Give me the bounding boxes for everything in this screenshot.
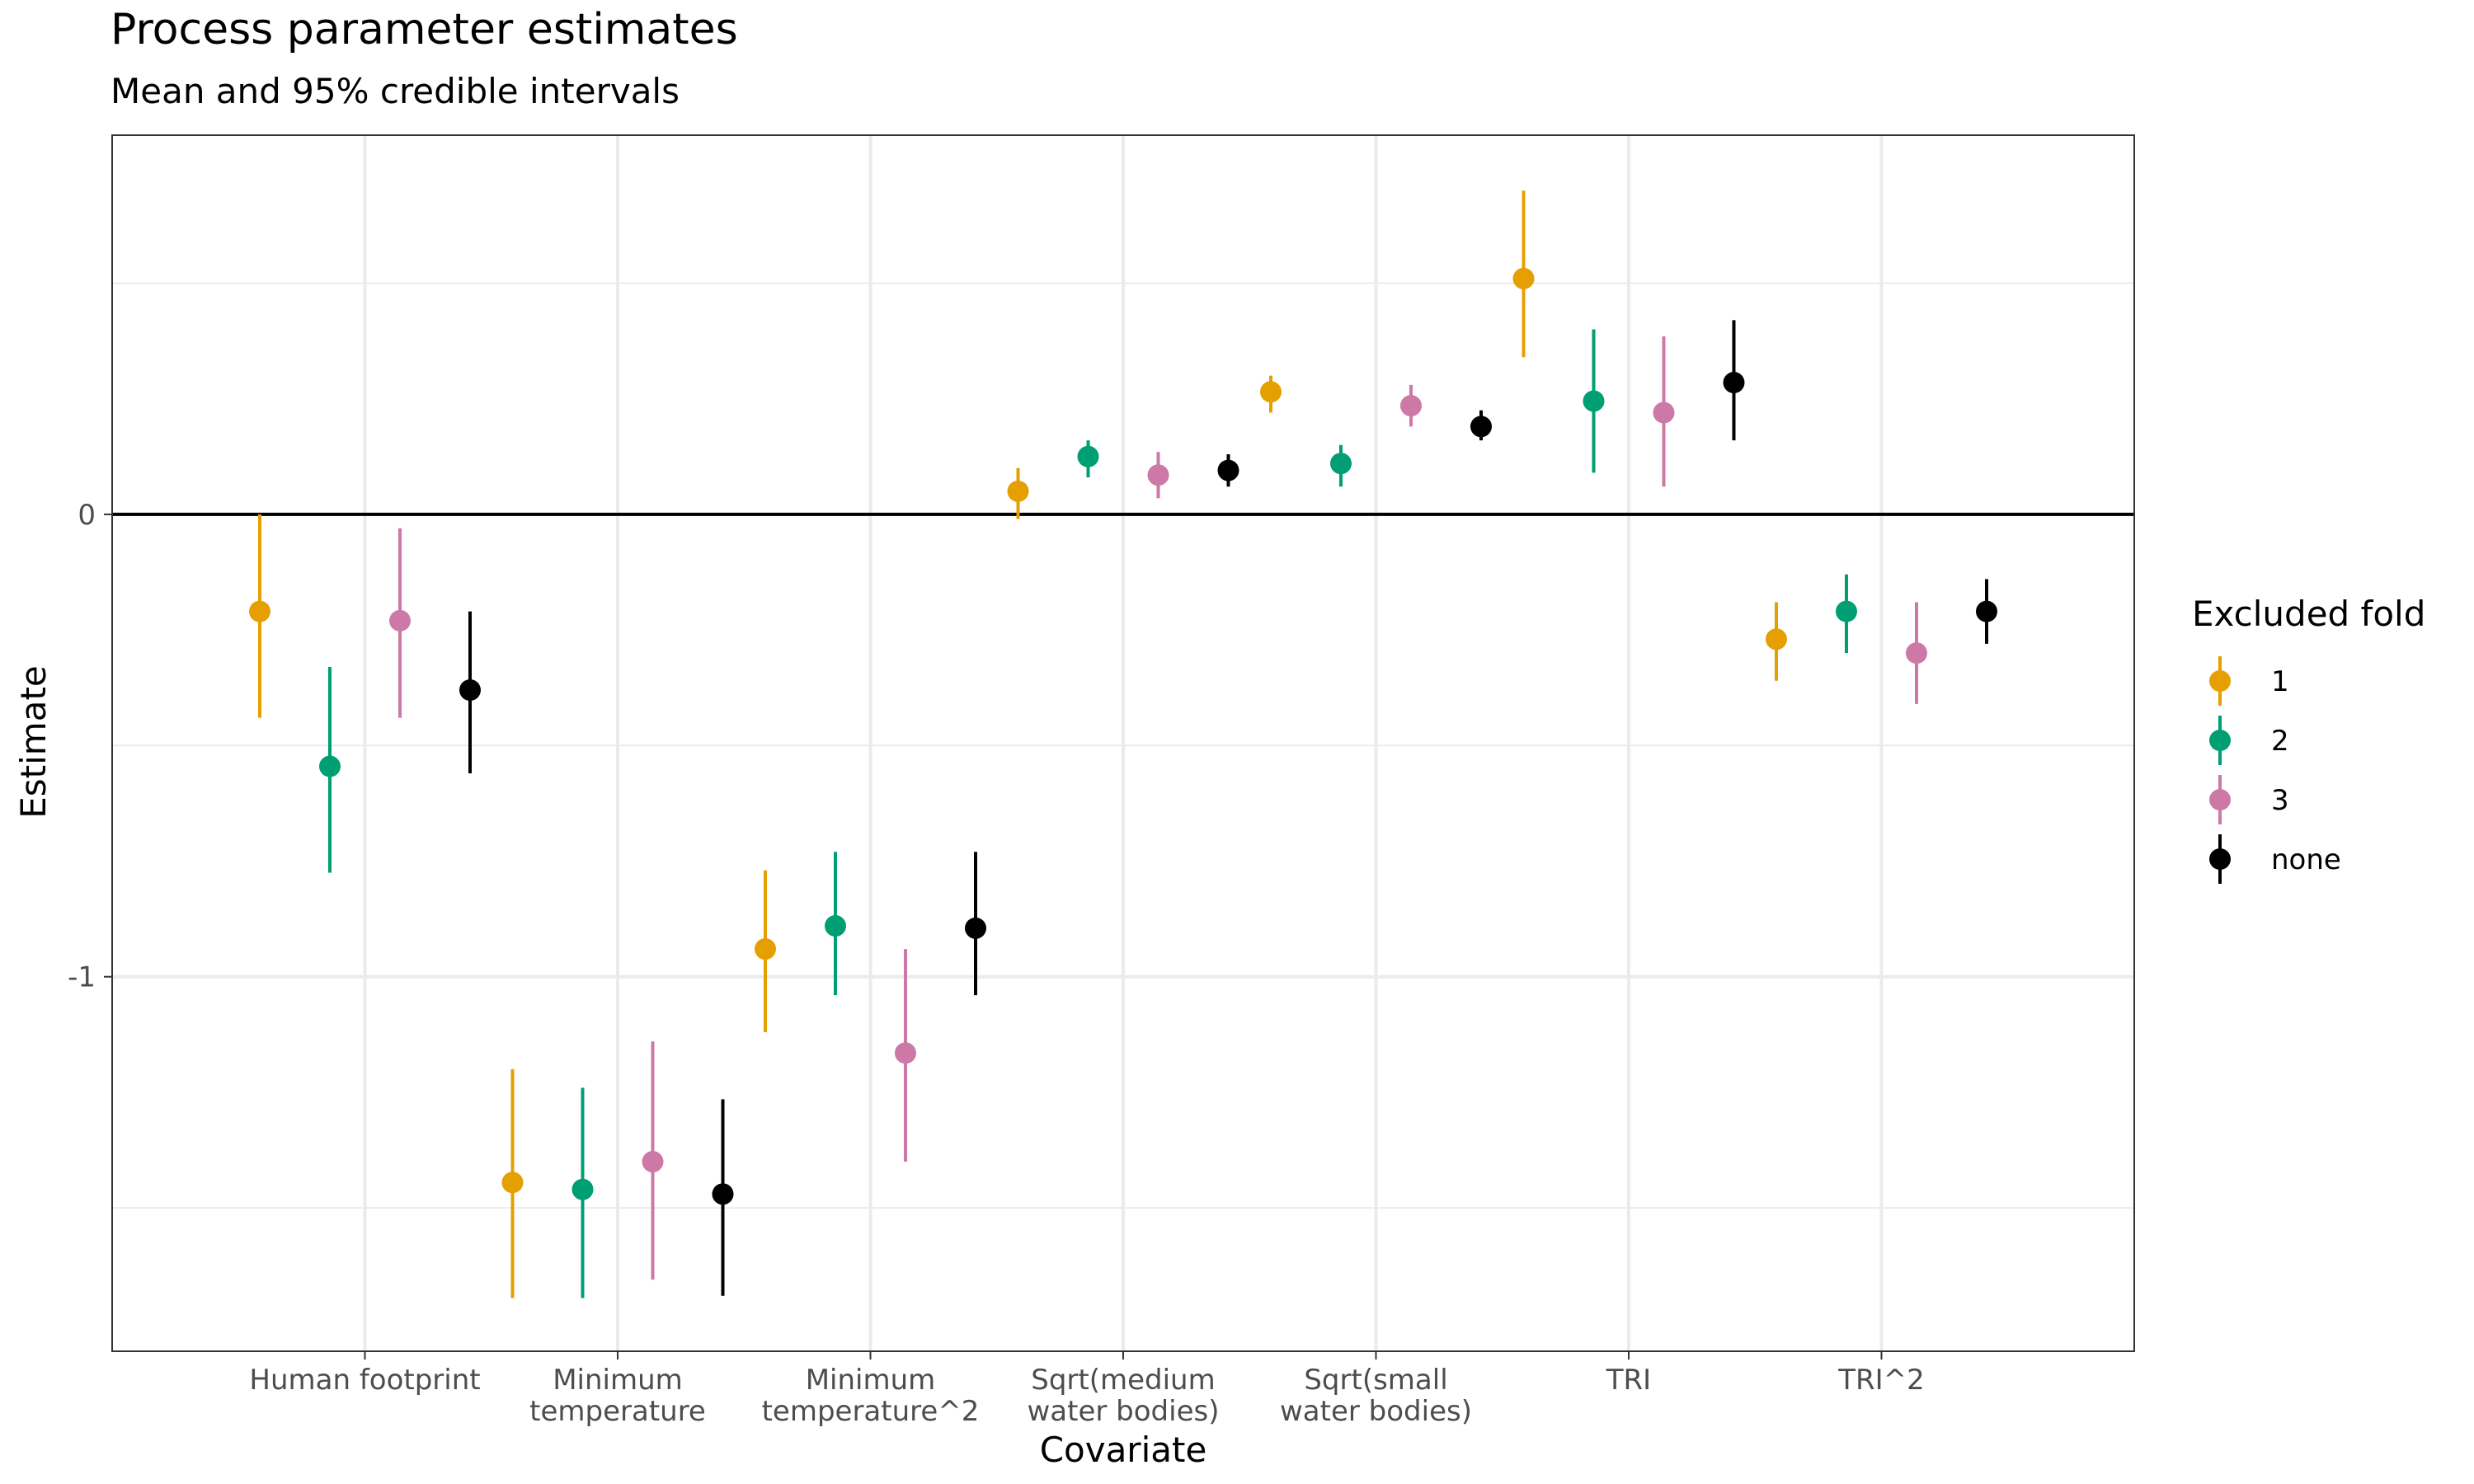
estimate-point [965, 917, 986, 939]
estimate-point [501, 1172, 524, 1194]
y-axis-ticks: 0 -1 [68, 499, 112, 994]
estimate-point [1906, 642, 1927, 665]
estimate-point [1007, 480, 1029, 502]
estimate-point [755, 938, 776, 960]
y-axis-title: Estimate [13, 665, 54, 819]
estimate-point [571, 1178, 594, 1200]
legend-title: Excluded fold [2192, 594, 2425, 634]
estimate-point [1147, 464, 1169, 486]
estimate-point [642, 1151, 664, 1173]
x-tick-label: Sqrt(medium [1031, 1364, 1215, 1397]
legend-label: none [2271, 843, 2341, 876]
chart-subtitle: Mean and 95% credible intervals [111, 71, 680, 111]
estimate-point [1470, 416, 1492, 438]
legend-label: 3 [2271, 784, 2289, 817]
x-tick-label: Human footprint [249, 1364, 480, 1397]
estimate-point [1217, 459, 1239, 481]
legend-key-point [2209, 848, 2231, 870]
x-tick-label: Minimum [553, 1364, 683, 1397]
estimate-point [1330, 453, 1352, 475]
x-axis-ticks: Human footprint MinimumtemperatureMinimum… [249, 1351, 1925, 1428]
estimate-point [1077, 445, 1099, 467]
estimate-point [1836, 600, 1857, 622]
interval-marks [249, 190, 1997, 1298]
estimate-point [1512, 267, 1535, 289]
estimate-point [249, 600, 270, 622]
estimate-point [1976, 600, 1997, 622]
estimate-point [459, 679, 481, 702]
y-tick-label: 0 [78, 499, 96, 532]
estimate-point [1260, 381, 1282, 403]
estimate-point [1723, 372, 1745, 394]
estimate-point [319, 755, 341, 777]
x-tick-label: TRI [1606, 1364, 1651, 1397]
estimate-point [895, 1042, 916, 1064]
estimate-point [389, 609, 411, 632]
estimate-point [1400, 395, 1422, 417]
legend-label: 2 [2271, 725, 2289, 758]
x-tick-label: Sqrt(small [1304, 1364, 1447, 1397]
x-tick-label: temperature [529, 1395, 706, 1428]
estimate-point [1653, 402, 1675, 424]
x-axis-title: Covariate [1040, 1430, 1207, 1470]
estimate-point [1583, 390, 1605, 412]
y-tick-label: -1 [68, 961, 96, 994]
x-tick-label: TRI^2 [1837, 1364, 1925, 1397]
legend: Excluded fold 1 2 3 none [2192, 594, 2425, 884]
x-tick-label: Minimum [806, 1364, 936, 1397]
legend-key-point [2209, 670, 2231, 692]
x-tick-label: water bodies) [1028, 1395, 1220, 1428]
estimate-point [712, 1183, 734, 1205]
x-tick-label: water bodies) [1280, 1395, 1472, 1428]
x-tick-label: temperature^2 [762, 1395, 980, 1428]
legend-key-point [2209, 730, 2231, 751]
legend-key-point [2209, 789, 2231, 810]
chart-title: Process parameter estimates [111, 5, 738, 54]
estimate-point [1766, 628, 1787, 650]
estimate-point [825, 915, 846, 937]
legend-label: 1 [2271, 665, 2289, 698]
